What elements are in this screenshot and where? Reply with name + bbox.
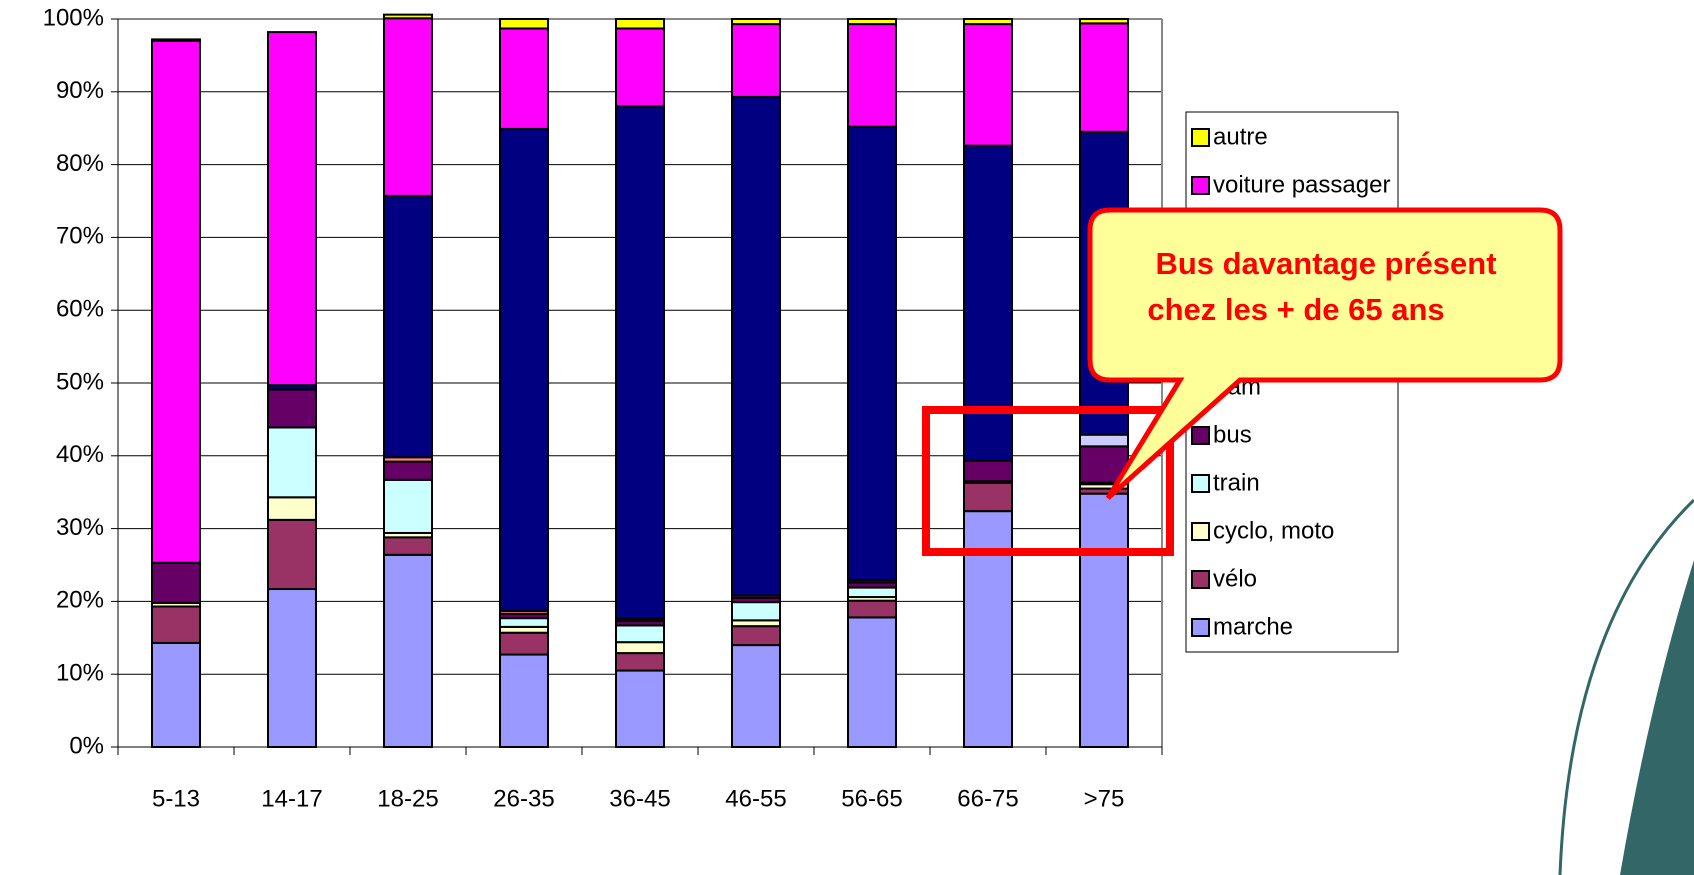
bar-segment [267, 426, 317, 499]
legend-label: marche [1213, 613, 1293, 640]
x-tick-label: 66-75 [957, 785, 1018, 812]
bar-segment [847, 599, 897, 619]
y-tick-label: 50% [56, 368, 104, 395]
bar-segment [383, 17, 433, 197]
bar-segment [499, 127, 549, 612]
bar-segment [267, 518, 317, 591]
bar-segment [847, 616, 897, 749]
bar-segment [731, 601, 781, 622]
bar-segment [267, 31, 317, 387]
callout-text: Bus davantage présent [1155, 246, 1496, 281]
y-tick-label: 30% [56, 514, 104, 541]
bar-segment [499, 27, 549, 130]
bar-segment [383, 460, 433, 481]
bar-segment [963, 18, 1013, 26]
callout [1087, 207, 1563, 500]
x-tick-label: 5-13 [152, 785, 200, 812]
bar-segment [615, 669, 665, 748]
legend-label: cyclo, moto [1213, 517, 1334, 544]
legend-label: voiture passager [1213, 171, 1390, 198]
legend-swatch [1191, 176, 1210, 195]
highlight-box [922, 406, 1174, 556]
bar-segment [151, 641, 201, 748]
bar-segment [383, 13, 433, 20]
plot: 0% 10% 20% 30% 40% 50% 60% 70% 80% 90% 100% 5-13 14-… [43, 4, 1163, 812]
bar-segment [963, 23, 1013, 147]
bar-segment [1079, 492, 1129, 748]
legend-swatch [1191, 618, 1210, 637]
bar-segment [267, 388, 317, 429]
bar-segment [1079, 433, 1129, 448]
y-tick-label: 40% [56, 441, 104, 468]
legend-label: autre [1213, 123, 1268, 150]
bar-segment [963, 459, 1013, 483]
bar-segment [615, 27, 665, 108]
legend-swatch [1191, 128, 1210, 147]
x-tick-label: >75 [1084, 785, 1125, 812]
bar-segment [151, 605, 201, 644]
bar-segment [847, 125, 897, 582]
bar-segment [615, 641, 665, 655]
y-tick-label: 90% [56, 77, 104, 104]
decoration [1558, 498, 1694, 875]
bar-segment [499, 18, 549, 30]
bar-segment [499, 617, 549, 628]
bar-segment [731, 18, 781, 26]
bar-segment [615, 105, 665, 620]
y-tick-label: 70% [56, 223, 104, 250]
legend-swatch [1191, 522, 1210, 541]
bar-segment [499, 631, 549, 656]
bar-segment [731, 95, 781, 597]
legend-label: vélo [1213, 565, 1257, 592]
decoration [1620, 560, 1694, 875]
bar-segment [847, 23, 897, 128]
legend-label: bus [1213, 421, 1252, 448]
bar-segment [383, 536, 433, 556]
bar-segment [383, 553, 433, 748]
bar-segment [151, 561, 201, 604]
x-tick-label: 26-35 [493, 785, 554, 812]
bar-segment [151, 39, 201, 564]
legend-swatch [1191, 474, 1210, 493]
bar-segment [383, 194, 433, 459]
bar-segment [963, 510, 1013, 748]
x-tick-label: 18-25 [377, 785, 438, 812]
x-tick-label: 36-45 [609, 785, 670, 812]
x-tick-label: 46-55 [725, 785, 786, 812]
y-tick-label: 80% [56, 150, 104, 177]
bar-segment [847, 18, 897, 26]
bar-segment [963, 481, 1013, 513]
y-tick-label: 10% [56, 660, 104, 687]
bar-segment [731, 625, 781, 647]
x-tick-label: 56-65 [841, 785, 902, 812]
bar-segment [267, 588, 317, 748]
y-tick-label: 0% [69, 732, 104, 759]
bar-segment [615, 18, 665, 30]
x-tick-label: 14-17 [261, 785, 322, 812]
bar-segment [615, 652, 665, 672]
bar-segment [383, 478, 433, 534]
legend-label: train [1213, 469, 1260, 496]
y-tick-label: 100% [43, 4, 104, 31]
bar-segment [267, 496, 317, 521]
legend-swatch [1191, 426, 1210, 445]
y-tick-label: 60% [56, 296, 104, 323]
callout-text: chez les + de 65 ans [1147, 292, 1444, 327]
bar-segment [151, 38, 201, 42]
legend-swatch [1191, 570, 1210, 589]
bar-segment [615, 624, 665, 644]
bar-segment [731, 644, 781, 749]
bar-segment [499, 653, 549, 749]
bar-segment [1079, 18, 1129, 25]
bar-segment [847, 586, 897, 599]
bar-segment [731, 23, 781, 98]
bar-segment [1079, 22, 1129, 133]
y-tick-label: 20% [56, 587, 104, 614]
